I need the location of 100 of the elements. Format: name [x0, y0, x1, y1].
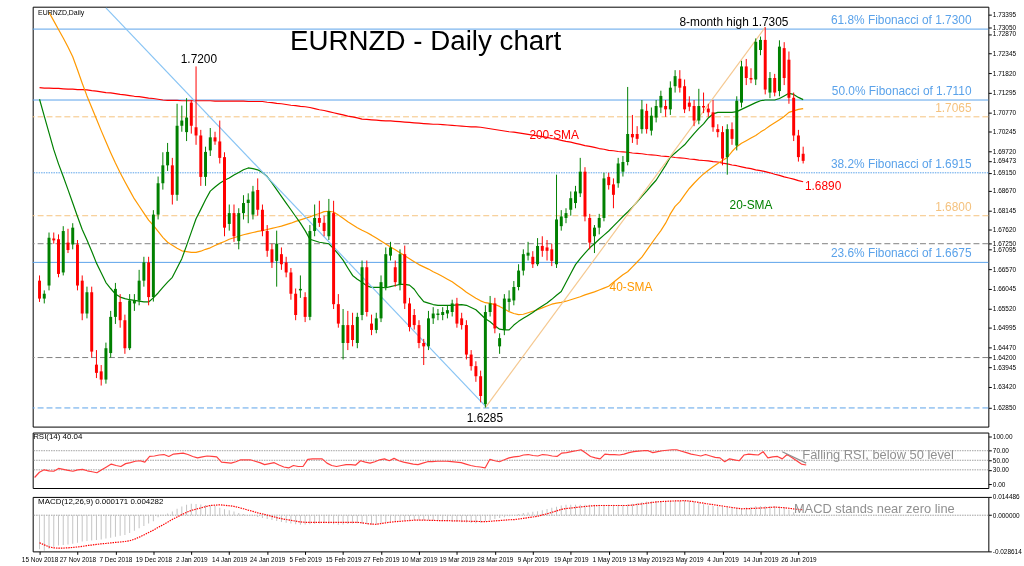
candlestick — [550, 243, 554, 267]
candlestick — [654, 99, 658, 123]
candlestick — [275, 230, 279, 288]
candlestick — [94, 349, 98, 379]
candlestick — [303, 291, 307, 323]
candlestick — [744, 58, 748, 86]
candlestick — [284, 256, 288, 278]
candlestick — [393, 260, 397, 288]
candlestick — [71, 222, 75, 250]
candlestick — [668, 80, 672, 116]
candlestick — [422, 338, 426, 366]
ref-line-label: 23.6% Fibonacci of 1.6675 — [830, 246, 972, 261]
candlestick — [796, 129, 800, 163]
ref-line-label: 1.6800 — [935, 199, 972, 214]
candlestick — [251, 185, 255, 220]
candlestick — [246, 192, 250, 224]
candlestick — [683, 78, 687, 114]
candlestick — [578, 157, 582, 198]
candlestick — [265, 224, 269, 258]
candlestick — [185, 97, 189, 142]
candlestick — [574, 185, 577, 209]
candlestick — [569, 190, 573, 217]
candlestick — [279, 246, 283, 271]
candlestick — [289, 267, 293, 301]
annotation: Falling RSI, below 50 level — [802, 447, 954, 463]
candlestick — [559, 209, 563, 232]
candlestick — [317, 200, 321, 228]
candlestick — [597, 213, 601, 235]
candlestick — [773, 73, 777, 97]
candlestick — [488, 295, 492, 317]
candlestick — [412, 308, 416, 331]
candlestick — [417, 319, 421, 349]
annotation: 1.6890 — [804, 178, 842, 193]
candlestick — [697, 88, 701, 125]
candlestick — [611, 177, 615, 209]
candlestick — [673, 69, 677, 94]
candlestick — [294, 288, 298, 321]
candlestick — [678, 69, 682, 94]
annotation: 1.6285 — [466, 410, 504, 425]
candlestick — [526, 241, 530, 262]
candlestick — [540, 235, 544, 258]
candlestick — [645, 103, 649, 135]
candlestick — [260, 204, 264, 237]
candlestick — [730, 121, 734, 146]
candlestick — [189, 99, 193, 135]
candlestick — [758, 36, 762, 56]
candlestick — [408, 297, 411, 332]
candlestick — [374, 312, 378, 334]
ref-line-label: 38.2% Fibonacci of 1.6915 — [830, 156, 972, 171]
candlestick — [692, 99, 696, 127]
candlestick — [213, 131, 217, 146]
candlestick — [455, 297, 459, 329]
candlestick — [711, 99, 715, 133]
candlestick — [389, 241, 392, 262]
candlestick — [635, 125, 639, 146]
candlestick — [208, 127, 212, 157]
candlestick — [322, 215, 326, 237]
annotation: MACD stands near zero line — [793, 500, 955, 516]
chart-title: RSI(14) 40.04 — [33, 432, 83, 442]
candlestick — [137, 269, 141, 306]
candlestick — [351, 312, 355, 347]
candlestick — [336, 293, 340, 329]
candlestick — [370, 314, 374, 336]
candlestick — [521, 248, 525, 276]
candlestick — [38, 274, 42, 303]
candlestick — [512, 280, 516, 306]
text: EURNZD - Daily chart — [290, 25, 562, 57]
candlestick — [498, 332, 502, 355]
candlestick — [346, 310, 350, 351]
candlestick — [517, 263, 521, 291]
candlestick — [469, 349, 473, 372]
candlestick — [218, 120, 222, 164]
candlestick — [227, 204, 231, 232]
candlestick — [142, 256, 146, 288]
candlestick — [649, 106, 653, 136]
candlestick — [616, 157, 620, 189]
annotation: 1.7200 — [180, 52, 218, 67]
annotation: 40-SMA — [609, 279, 653, 294]
candlestick — [474, 360, 478, 383]
candlestick — [313, 204, 317, 237]
ref-line-label: 50.0% Fibonacci of 1.7110 — [831, 84, 972, 99]
candlestick — [545, 239, 549, 262]
annotation: 20-SMA — [729, 197, 773, 212]
candlestick — [99, 364, 103, 387]
candlestick — [479, 370, 483, 403]
candlestick — [85, 286, 89, 319]
candlestick — [507, 289, 511, 312]
annotation: 200-SMA — [529, 128, 579, 143]
ref-line-label: 1.7065 — [935, 100, 972, 115]
candlestick — [630, 114, 634, 144]
candlestick — [659, 90, 663, 114]
candlestick — [180, 105, 184, 133]
candlestick — [536, 237, 540, 267]
ref-line-label: 61.8% Fibonacci of 1.7300 — [830, 13, 972, 28]
candlestick — [256, 177, 260, 217]
annotation: 8-month high 1.7305 — [679, 14, 789, 29]
candlestick — [166, 142, 170, 172]
candlestick — [118, 293, 122, 329]
chart-title: MACD(12,26,9) 0.000171 0.004282 — [38, 496, 164, 506]
candlestick — [640, 99, 644, 135]
